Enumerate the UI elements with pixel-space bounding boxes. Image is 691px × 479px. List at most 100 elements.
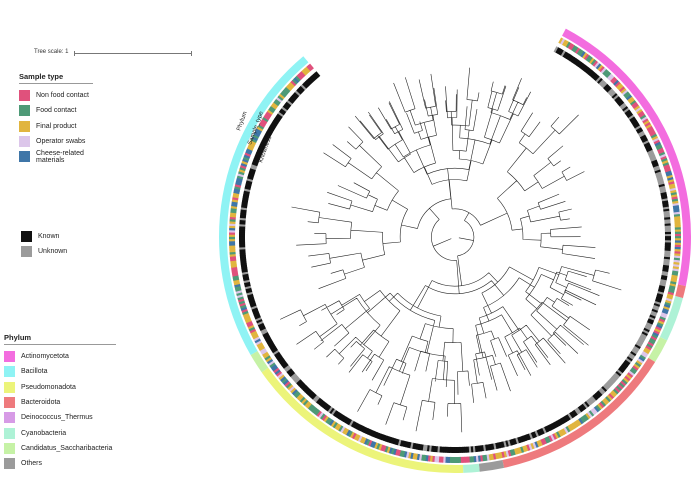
sample-type-ring-segment	[282, 379, 289, 386]
phylum-ring-segment	[250, 351, 269, 373]
knowness-ring-segment	[603, 383, 611, 390]
knowness-ring-segment	[295, 378, 302, 385]
knowness-ring-segment	[658, 183, 665, 188]
knowness-color-swatch	[21, 246, 32, 258]
knowness-ring-segment	[255, 316, 262, 322]
sample-type-ring-segment	[287, 83, 294, 90]
sample-type-ring-segment	[256, 341, 263, 348]
sample-type-ring-segment	[578, 50, 585, 57]
sample-type-ring-segment	[388, 447, 393, 454]
sample-type-ring-segment	[229, 225, 236, 229]
knowness-ring-segment	[375, 432, 380, 439]
knowness-ring-segment	[664, 236, 671, 239]
knowness-ring-segment	[647, 149, 654, 155]
knowness-ring-segment	[625, 111, 633, 117]
sample-type-ring-segment	[330, 420, 336, 428]
sample-type-ring-segment	[297, 395, 304, 402]
knowness-ring-segment	[367, 429, 373, 436]
phylum-legend-label: Cyanobacteria	[21, 429, 67, 437]
sample-type-ring-segment	[336, 424, 342, 431]
sample-type-ring-segment	[629, 368, 636, 375]
sample-type-ring-segment	[674, 242, 681, 246]
sample-type-ring-segment	[256, 126, 264, 132]
sample-type-ring-segment	[242, 158, 249, 163]
sample-type-ring-segment	[369, 440, 375, 448]
knowness-ring-segment	[538, 428, 543, 436]
sample-type-ring-segment	[667, 291, 674, 296]
knowness-ring-segment	[259, 326, 266, 332]
sample-type-ring-segment	[534, 441, 539, 448]
knowness-ring-segment	[298, 381, 305, 388]
sample-type-ring-segment	[291, 78, 299, 85]
phylum-color-swatch	[4, 366, 15, 378]
sample-type-ring-segment	[264, 113, 272, 119]
knowness-ring-segment	[648, 153, 656, 159]
sample-type-ring-segment	[613, 79, 620, 86]
knowness-ring-segment	[516, 436, 522, 444]
phylum-color-swatch	[4, 412, 15, 424]
phylum-legend-item: Bacillota	[4, 364, 116, 379]
sample-type-ring-segment	[598, 402, 605, 409]
knowness-ring-segment	[604, 85, 611, 92]
knowness-ring-segment	[608, 378, 615, 385]
knowness-ring-segment	[274, 116, 281, 123]
knowness-ring-segment	[262, 331, 269, 337]
knowness-ring-segment	[560, 417, 566, 425]
knowness-ring-segment	[615, 97, 622, 104]
sample-type-ring-segment	[655, 143, 662, 149]
knowness-ring-segment	[449, 446, 453, 453]
knowness-ring-segment	[239, 238, 246, 242]
knowness-ring-segment	[323, 403, 330, 411]
sample-type-ring-segment	[519, 446, 525, 453]
phylum-color-swatch	[4, 442, 15, 454]
sample-type-legend-label: Final product	[36, 122, 77, 130]
knowness-ring-segment	[649, 155, 657, 161]
sample-type-ring-segment	[614, 81, 621, 88]
knowness-ring-segment	[612, 94, 620, 101]
knowness-ring-segment	[299, 85, 306, 92]
knowness-ring-segment	[562, 51, 568, 58]
knowness-ring-segment	[239, 232, 246, 235]
sample-type-ring-segment	[597, 64, 604, 72]
sample-type-ring-segment	[338, 425, 344, 432]
knowness-ring-segment	[441, 446, 445, 453]
sample-type-ring-segment	[277, 95, 284, 101]
knowness-ring-segment	[553, 46, 559, 53]
knowness-ring-segment	[466, 446, 470, 453]
phylum-color-swatch	[4, 458, 15, 470]
knowness-ring-segment	[616, 99, 624, 106]
knowness-ring-segment	[638, 132, 646, 138]
knowness-ring-segment	[504, 440, 509, 447]
sample-type-ring-segment	[665, 297, 673, 303]
knowness-ring-segment	[285, 101, 292, 108]
knowness-ring-segment	[300, 84, 307, 91]
sample-type-ring-segment	[668, 289, 675, 294]
sample-type-ring-segment	[343, 428, 349, 436]
knowness-ring-segment	[270, 346, 277, 352]
sample-type-ring-segment	[577, 418, 584, 425]
sample-type-ring-segment	[657, 147, 664, 153]
knowness-ring-segment	[634, 125, 642, 131]
sample-type-ring-segment	[664, 168, 672, 173]
sample-type-ring-segment	[621, 89, 629, 96]
sample-type-ring-segment	[653, 139, 661, 145]
knowness-ring-segment	[308, 76, 315, 83]
knowness-ring-segment	[455, 446, 459, 453]
sample-type-ring-segment	[511, 448, 516, 456]
sample-type-ring-segment	[245, 318, 252, 324]
knowness-ring-segment	[606, 380, 613, 387]
knowness-ring-segment	[292, 93, 299, 100]
knowness-ring-segment	[257, 148, 264, 153]
knowness-ring-segment	[639, 335, 646, 341]
knowness-ring-segment	[520, 435, 526, 443]
sample-type-ring-segment	[595, 63, 602, 70]
knowness-ring-segment	[552, 421, 558, 429]
knowness-ring-segment	[453, 446, 457, 453]
knowness-ring-segment	[268, 125, 276, 131]
sample-type-legend-title: Sample type	[19, 72, 93, 84]
knowness-ring-segment	[650, 312, 657, 318]
knowness-ring-segment	[317, 398, 324, 406]
sample-type-ring-segment	[265, 356, 272, 363]
sample-type-ring-segment	[273, 100, 280, 107]
sample-type-ring-segment	[229, 229, 236, 233]
